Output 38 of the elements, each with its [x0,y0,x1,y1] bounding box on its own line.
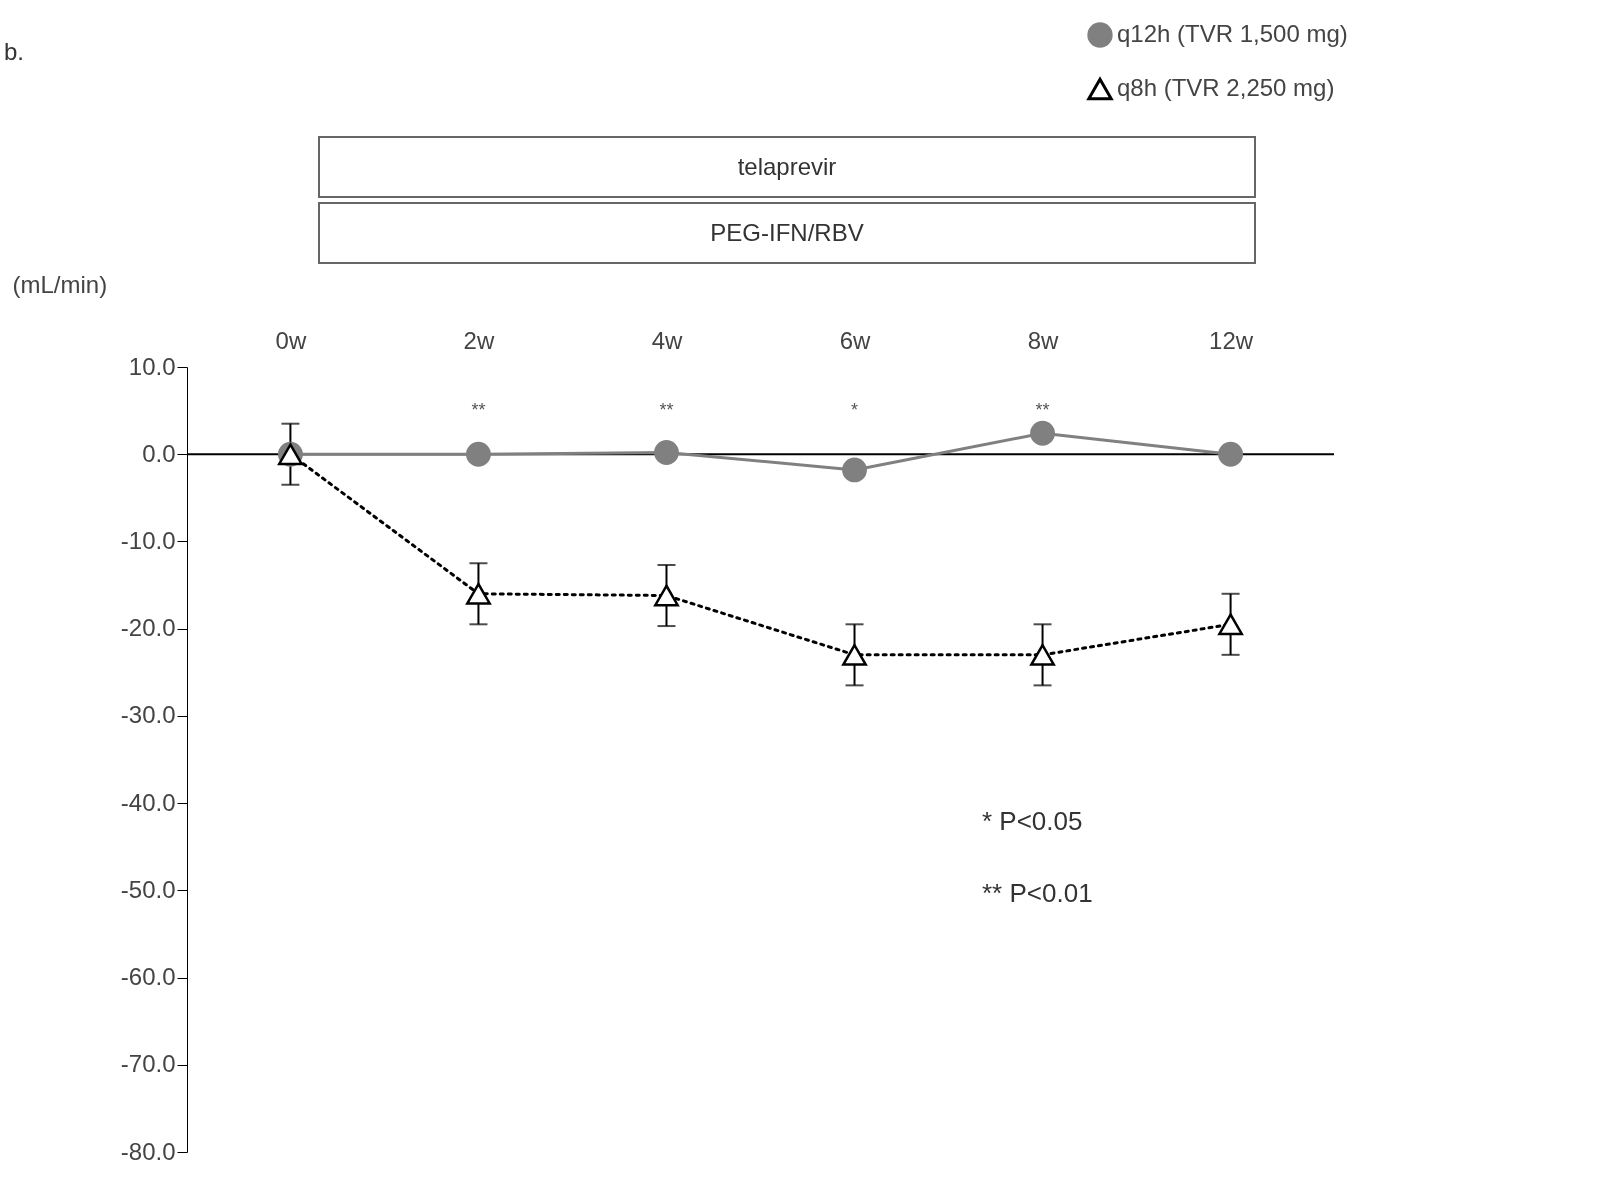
point [654,440,679,465]
point [466,441,491,467]
annotation: ** P<0.01 [982,878,1093,908]
annotation: * [851,400,859,421]
x-tick-label: 12w [1209,326,1254,354]
point [654,584,679,607]
x-tick-label: 8w [1027,326,1060,354]
y-tick-label: -20.0 [120,614,176,642]
text: PEG-IFN/RBV [318,202,1256,264]
y-tick-label: 0.0 [142,439,176,467]
text: telaprevir [318,136,1256,198]
annotation: ** [1035,400,1050,421]
y-tick-label: -80.0 [120,1137,176,1165]
point [1030,420,1055,446]
y-tick-label: -10.0 [120,526,176,554]
y-tick-label: 10.0 [128,352,176,380]
point [842,457,867,483]
point [1218,613,1244,636]
annotation: * P<0.05 [982,806,1083,836]
annotation: ** [659,400,674,421]
y-tick-label: -30.0 [120,701,176,729]
y-tick-label: -50.0 [120,875,176,903]
x-tick-label: 4w [651,326,683,354]
point [842,643,867,666]
y-tick-label: -40.0 [120,788,176,816]
x-tick-label: 2w [463,326,495,354]
y-tick-label: -60.0 [120,963,176,991]
x-tick-label: 6w [839,326,872,354]
point [1218,441,1244,467]
point [1030,643,1055,666]
point [466,582,491,605]
text: b. [4,38,25,66]
legend-label: q12h (TVR 1,500 mg) [1117,20,1348,47]
y-tick-label: -70.0 [120,1050,176,1078]
legend-label: q8h (TVR 2,250 mg) [1117,74,1335,101]
x-tick-label: 0w [275,326,307,354]
annotation: ** [471,400,486,421]
y-axis-title: (mL/min) [12,270,108,298]
